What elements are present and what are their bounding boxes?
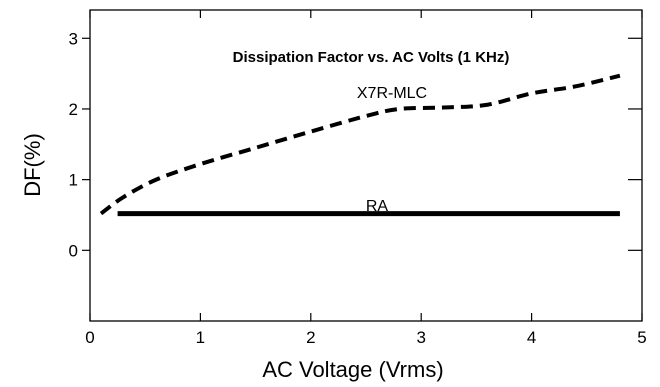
axis-ticks (82, 10, 643, 321)
x-tick-label-5: 5 (637, 328, 646, 347)
y-tick-label-3: 3 (69, 29, 78, 48)
y-tick-label-0: 0 (69, 241, 78, 260)
x-tick-label-4: 4 (527, 328, 536, 347)
tick-labels: 0 1 2 3 4 5 0 1 2 3 (69, 29, 647, 347)
x-tick-label-1: 1 (196, 328, 205, 347)
chart-title: Dissipation Factor vs. AC Volts (1 KHz) (233, 49, 510, 66)
y-axis-label: DF(%) (20, 133, 45, 197)
series-label-ra: RA (366, 198, 389, 215)
y-tick-label-1: 1 (69, 171, 78, 190)
series-line-x7r-mlc (99, 73, 621, 216)
series-lines (99, 73, 621, 217)
x-tick-label-0: 0 (85, 328, 94, 347)
y-tick-label-2: 2 (69, 100, 78, 119)
series-label-x7r-mlc: X7R-MLC (357, 85, 427, 102)
x-axis-label: AC Voltage (Vrms) (262, 357, 443, 382)
plot-frame (89, 9, 643, 322)
x-tick-label-3: 3 (416, 328, 425, 347)
x-tick-label-2: 2 (306, 328, 315, 347)
